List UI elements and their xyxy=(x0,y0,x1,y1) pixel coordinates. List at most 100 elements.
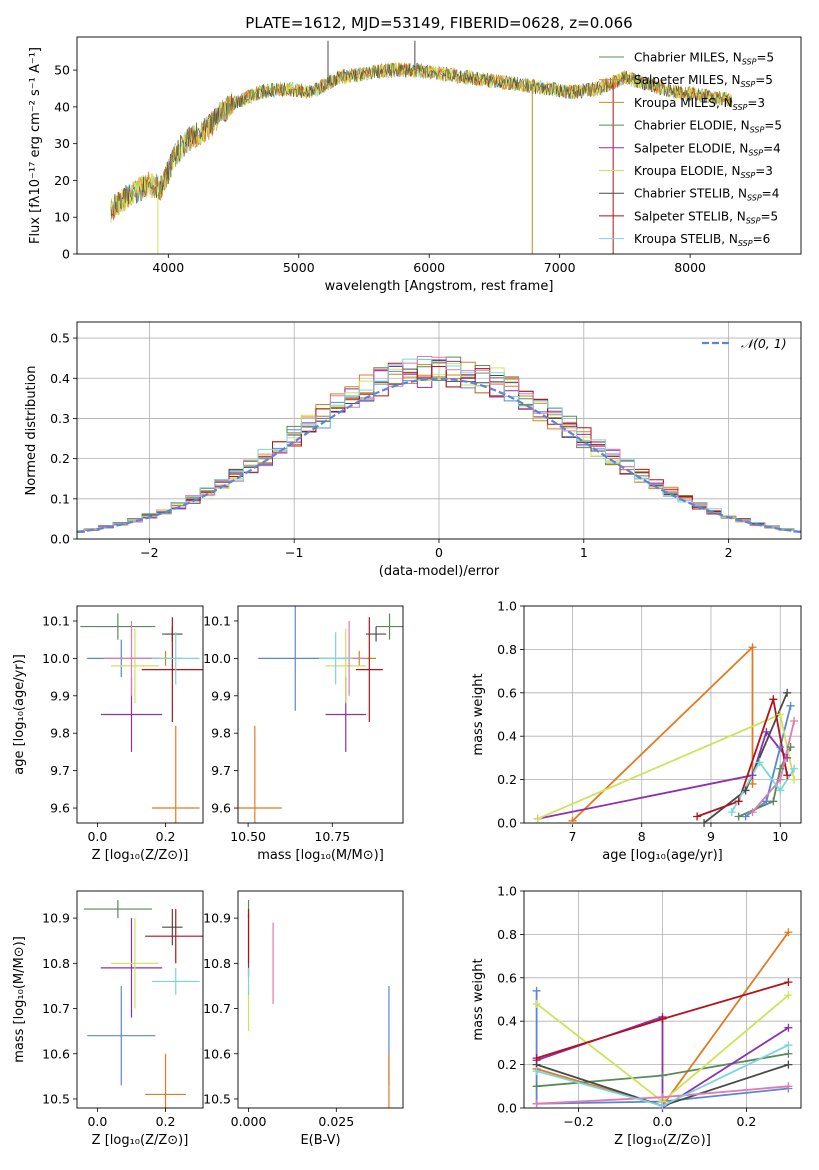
ytick-label-4: 10.9 xyxy=(42,911,70,926)
mass-vs-Z-frame xyxy=(76,890,204,1109)
mass-vs-ebv-plot xyxy=(247,900,390,1108)
age-vs-mass-point-5 xyxy=(325,628,366,704)
legend-entry-1: Salpeter MILES, NSSP=5 xyxy=(634,73,773,89)
age-vs-Z-point-8 xyxy=(104,620,159,696)
age-vs-mass-point-9 xyxy=(318,632,353,685)
ytick-label-1: 9.7 xyxy=(50,763,70,778)
age-vs-mass-frame xyxy=(237,605,404,824)
weight-vs-age-xlabel: age [log₁₀(age/yr)] xyxy=(602,848,723,863)
weight-vs-age-marker-3-3 xyxy=(783,753,792,762)
ytick-label-2: 10.7 xyxy=(203,1001,231,1016)
ytick-label-4: 0.8 xyxy=(497,927,517,942)
weight-vs-Z-marker-2-0 xyxy=(532,1082,541,1091)
weight-vs-age-marker-2-2 xyxy=(776,764,785,773)
ytick-label-0: 9.6 xyxy=(211,801,231,816)
mass-vs-Z-point-5 xyxy=(162,909,183,946)
weight-vs-age-marker-7-1 xyxy=(776,775,785,784)
xtick-label-0: 7 xyxy=(568,829,576,844)
weight-vs-age-marker-5-2 xyxy=(783,688,792,697)
ytick-label-1: 10.6 xyxy=(42,1046,70,1061)
ytick-label-0: 0.0 xyxy=(497,1101,517,1116)
xtick-label-4: 2 xyxy=(725,545,733,560)
xtick-label-3: 1 xyxy=(580,545,588,560)
xtick-label-1: 0.2 xyxy=(156,829,176,844)
weight-vs-Z-marker-8-2 xyxy=(784,1041,793,1050)
legend-entry-6: Chabrier STELIB, NSSP=4 xyxy=(634,187,779,203)
ytick-label-5: 10.1 xyxy=(203,613,231,628)
weight-vs-Z-marker-8-0 xyxy=(532,1067,541,1076)
weight-vs-age-marker-8-0 xyxy=(727,808,736,817)
ytick-label-5: 1.0 xyxy=(497,884,517,899)
gaussian-curve xyxy=(77,377,801,534)
weight-vs-Z-marker-1-2 xyxy=(784,928,793,937)
weight-vs-age-marker-3-1 xyxy=(748,771,757,780)
weight-vs-age-marker-0-0 xyxy=(741,812,750,821)
legend-entry-8: Kroupa STELIB, NSSP=6 xyxy=(634,232,770,248)
weight-vs-Z-marker-2-1 xyxy=(658,1071,667,1080)
age-vs-Z-xlabel: Z [log₁₀(Z/Z⊙)] xyxy=(92,848,189,863)
xtick-label-1: −1 xyxy=(285,545,303,560)
xtick-label-1: 0.0 xyxy=(653,1114,673,1129)
ytick-label-3: 0.3 xyxy=(50,411,70,426)
weight-vs-Z-marker-6-0 xyxy=(532,1054,541,1063)
ytick-label-2: 0.2 xyxy=(50,451,70,466)
legend-entry-7: Salpeter STELIB, NSSP=5 xyxy=(634,209,778,225)
hist-series-9 xyxy=(77,358,801,533)
ytick-label-2: 9.8 xyxy=(50,726,70,741)
mass-vs-Z-ylabel: mass [log₁₀(M/M⊙)] xyxy=(12,936,27,1063)
weight-vs-age-marker-3-2 xyxy=(762,727,771,736)
ytick-label-0: 10.5 xyxy=(42,1091,70,1106)
weight-vs-age-marker-0-3 xyxy=(786,701,795,710)
weight-vs-Z-axes xyxy=(520,890,802,1112)
mass-vs-ebv-xlabel: E(B-V) xyxy=(300,1133,340,1148)
ytick-label-5: 50 xyxy=(54,63,70,78)
weight-vs-Z-marker-5-2 xyxy=(784,1060,793,1069)
weight-vs-age-marker-6-1 xyxy=(734,797,743,806)
weight-vs-age-plot xyxy=(537,645,795,823)
ytick-label-0: 9.6 xyxy=(50,801,70,816)
xtick-label-0: 0.0 xyxy=(87,1114,107,1129)
weight-vs-age-frame xyxy=(523,605,802,824)
weight-vs-age-marker-4-1 xyxy=(776,710,785,719)
weight-vs-age-marker-1-0 xyxy=(568,816,577,825)
residuals-ylabel: Normed distribution xyxy=(24,366,39,496)
xtick-label-3: 7000 xyxy=(544,260,576,275)
ytick-label-0: 0 xyxy=(62,247,70,262)
mass-vs-Z-point-6 xyxy=(145,909,203,964)
mass-vs-ebv-axes xyxy=(234,890,404,1112)
ytick-label-3: 0.6 xyxy=(497,970,517,985)
weight-vs-age-marker-2-0 xyxy=(734,812,743,821)
xtick-label-2: 9 xyxy=(707,829,715,844)
ytick-label-0: 0.0 xyxy=(497,816,517,831)
ytick-label-1: 0.2 xyxy=(497,1057,517,1072)
xtick-label-0: 0.000 xyxy=(231,1114,267,1129)
xtick-label-0: −2 xyxy=(140,545,158,560)
weight-vs-Z-ylabel: mass weight xyxy=(471,958,486,1040)
mass-vs-ebv-frame xyxy=(237,890,404,1109)
xtick-label-1: 8 xyxy=(638,829,646,844)
mass-vs-Z-point-1 xyxy=(145,1053,186,1108)
residuals-frame xyxy=(76,321,802,540)
weight-vs-age-marker-6-0 xyxy=(693,812,702,821)
weight-vs-age-marker-8-3 xyxy=(790,764,799,773)
age-vs-Z-point-7 xyxy=(141,617,203,722)
ytick-label-4: 0.4 xyxy=(50,371,70,386)
weight-vs-age-marker-5-1 xyxy=(741,786,750,795)
weight-vs-Z-marker-0-0 xyxy=(532,986,541,995)
ytick-label-5: 1.0 xyxy=(497,599,517,614)
weight-vs-age-ylabel: mass weight xyxy=(471,673,486,755)
weight-vs-age-series-5 xyxy=(703,692,788,823)
xtick-label-0: 10.50 xyxy=(230,829,266,844)
age-vs-Z-point-9 xyxy=(151,632,200,685)
weight-vs-Z-xlabel: Z [log₁₀(Z/Z⊙)] xyxy=(614,1133,711,1148)
age-vs-Z-ylabel: age [log₁₀(age/yr)] xyxy=(12,654,27,775)
spectrum-ylabel: Flux [fλ10⁻¹⁷ erg cm⁻² s⁻¹ A⁻¹] xyxy=(28,47,43,244)
xtick-label-1: 0.2 xyxy=(156,1114,176,1129)
ytick-label-2: 10.7 xyxy=(42,1001,70,1016)
legend-entry-3: Chabrier ELODIE, NSSP=5 xyxy=(634,119,782,135)
ytick-label-5: 0.5 xyxy=(50,331,70,346)
ytick-label-1: 10.6 xyxy=(203,1046,231,1061)
legend-entry-0: Chabrier MILES, NSSP=5 xyxy=(634,51,774,67)
weight-vs-age-marker-6-2 xyxy=(769,695,778,704)
